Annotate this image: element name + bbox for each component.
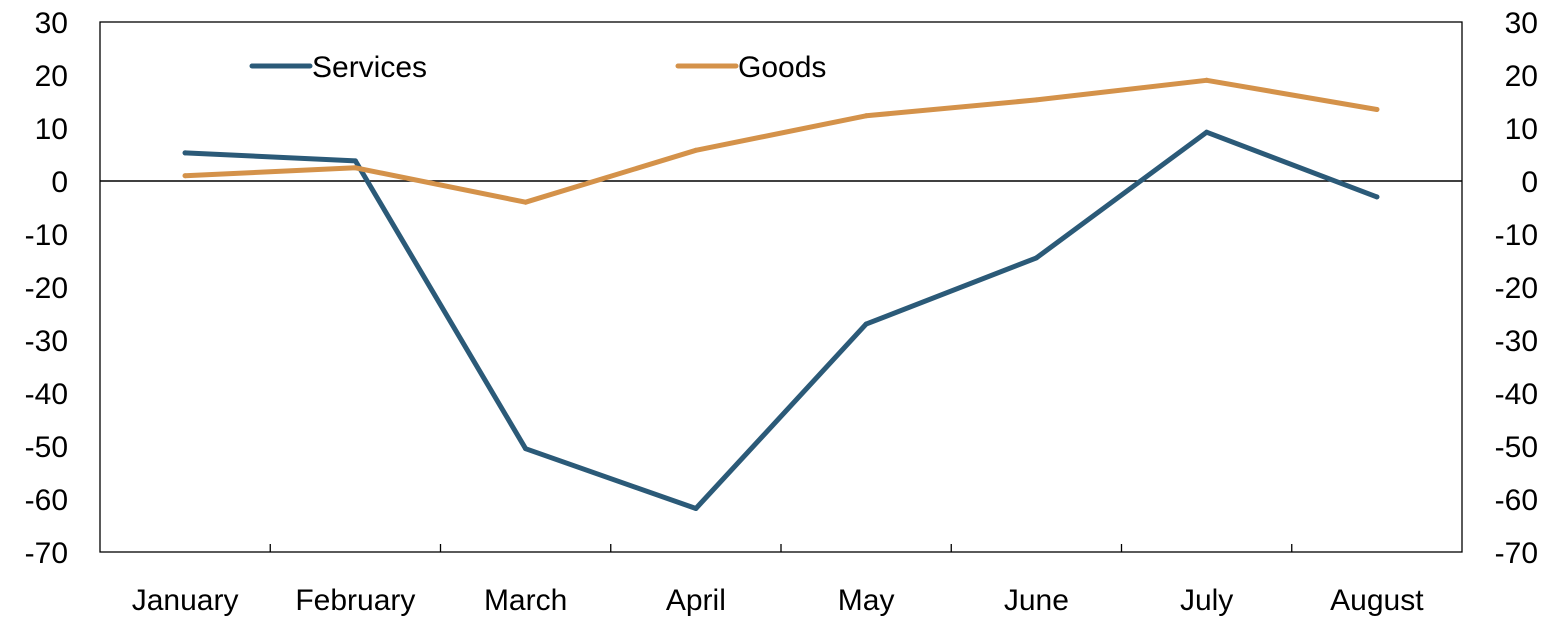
axes-group: 30 30 20 20 10 10 0 0 -10 -10 -20 -20 -30 -30 -40 -40 -5… bbox=[25, 7, 1538, 617]
plot-frame bbox=[99, 21, 1463, 553]
y-tick-label-right: 10 bbox=[1505, 113, 1538, 146]
y-tick-label-left: 20 bbox=[35, 60, 68, 93]
y-tick-label-right: -20 bbox=[1495, 272, 1538, 305]
y-tick-label-left: -60 bbox=[25, 484, 68, 517]
x-tick-label: May bbox=[838, 584, 895, 617]
y-tick-label-left: 10 bbox=[35, 113, 68, 146]
legend-label-goods: Goods bbox=[738, 51, 826, 84]
x-tick-label: January bbox=[132, 584, 239, 617]
legend: Services Goods bbox=[249, 51, 826, 84]
x-tick-label: August bbox=[1330, 584, 1424, 617]
y-tick-label-right: -60 bbox=[1495, 484, 1538, 517]
data-point-services bbox=[523, 446, 529, 452]
y-tick-label-left: 30 bbox=[35, 7, 68, 40]
x-tick-label: March bbox=[484, 584, 567, 617]
x-tick-label: February bbox=[295, 584, 415, 617]
y-tick-label-left: -70 bbox=[25, 537, 68, 570]
y-tick-label-left: -20 bbox=[25, 272, 68, 305]
y-tick-label-right: 20 bbox=[1505, 60, 1538, 93]
y-tick-label-right: -30 bbox=[1495, 325, 1538, 358]
y-tick-label-left: -40 bbox=[25, 378, 68, 411]
data-point-goods bbox=[352, 165, 358, 171]
y-tick-label-left: 0 bbox=[51, 166, 68, 199]
data-point-services bbox=[693, 506, 699, 512]
series-line-goods bbox=[182, 77, 1380, 205]
data-point-goods bbox=[1374, 106, 1380, 112]
y-tick-label-right: 30 bbox=[1505, 7, 1538, 40]
y-tick-label-right: -70 bbox=[1495, 537, 1538, 570]
x-tick-label: July bbox=[1180, 584, 1233, 617]
data-point-goods bbox=[182, 173, 188, 179]
y-tick-label-right: -50 bbox=[1495, 431, 1538, 464]
data-point-goods bbox=[863, 113, 869, 119]
x-tick-label: April bbox=[666, 584, 726, 617]
data-point-goods bbox=[523, 199, 529, 205]
legend-label-services: Services bbox=[312, 51, 427, 84]
data-point-goods bbox=[1204, 77, 1210, 83]
series-line-services bbox=[182, 129, 1380, 511]
data-point-services bbox=[352, 158, 358, 164]
data-point-services bbox=[1204, 129, 1210, 135]
data-point-services bbox=[1033, 255, 1039, 261]
data-point-services bbox=[863, 321, 869, 327]
y-tick-label-left: -30 bbox=[25, 325, 68, 358]
y-tick-label-right: -10 bbox=[1495, 219, 1538, 252]
data-point-services bbox=[182, 150, 188, 156]
y-tick-label-left: -10 bbox=[25, 219, 68, 252]
x-tick-label: June bbox=[1004, 584, 1069, 617]
y-tick-label-left: -50 bbox=[25, 431, 68, 464]
y-tick-label-right: -40 bbox=[1495, 378, 1538, 411]
data-point-goods bbox=[693, 147, 699, 153]
data-point-goods bbox=[1033, 97, 1039, 103]
data-point-services bbox=[1374, 194, 1380, 200]
series-group bbox=[182, 77, 1380, 512]
y-tick-label-right: 0 bbox=[1521, 166, 1538, 199]
